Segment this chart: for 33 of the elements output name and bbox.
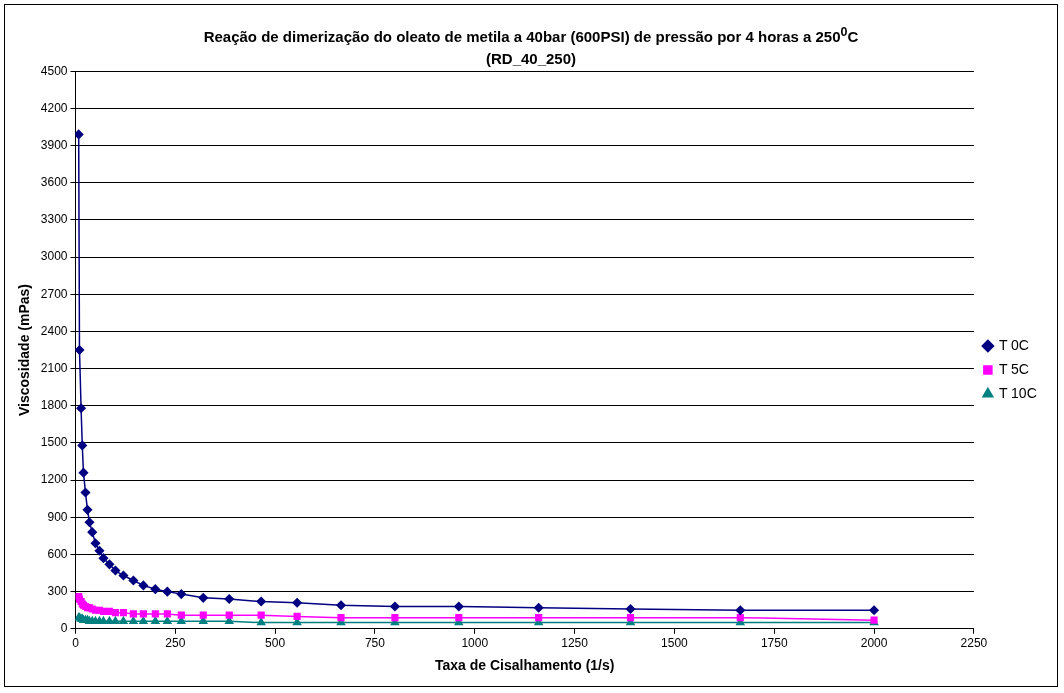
x-tick-label: 1000 <box>461 636 489 651</box>
y-tick-label: 4200 <box>40 100 68 115</box>
x-tick-label: 250 <box>165 636 186 651</box>
y-tick-label: 3900 <box>40 137 68 152</box>
y-tick-label: 3000 <box>40 249 68 264</box>
legend-label: T 5C <box>998 360 1029 377</box>
y-tick-label: 2100 <box>40 360 68 375</box>
y-tick-label: 1800 <box>40 398 68 413</box>
y-tick-label: 3300 <box>40 212 68 227</box>
legend-label: T 0C <box>998 336 1029 353</box>
y-tick-label: 900 <box>47 509 68 524</box>
x-tick-label: 1750 <box>760 636 788 651</box>
y-tick-label: 1200 <box>40 472 68 487</box>
x-axis-title: Taxa de Cisalhamento (1/s) <box>434 657 615 674</box>
chart-title: Reação de dimerização do oleato de metila a 40bar (600PSI) de pressão por 4 horas a 250$^{0}$C <box>202 24 860 47</box>
x-tick-label: 1500 <box>661 636 689 651</box>
x-tick-label: 750 <box>364 636 386 651</box>
x-tick-label: 2250 <box>960 636 988 651</box>
y-tick-label: 2400 <box>40 323 68 338</box>
x-tick-label: 1250 <box>561 636 589 651</box>
y-tick-label: 300 <box>47 583 68 598</box>
y-tick-label: 1500 <box>40 435 68 450</box>
legend-label: T 10C <box>998 384 1037 401</box>
chart-subtitle: (RD_40_250) <box>485 50 577 67</box>
y-tick-label: 600 <box>47 546 68 561</box>
y-axis-title: Viscosidade (mPas) <box>16 283 33 417</box>
y-tick-label: 3600 <box>40 175 68 190</box>
x-tick-label: 2000 <box>860 636 888 651</box>
y-tick-label: 4500 <box>40 63 68 78</box>
y-tick-label: 2700 <box>40 286 68 301</box>
x-tick-label: 0 <box>72 636 80 651</box>
x-tick-label: 500 <box>265 636 286 651</box>
y-tick-label: 0 <box>60 621 68 636</box>
